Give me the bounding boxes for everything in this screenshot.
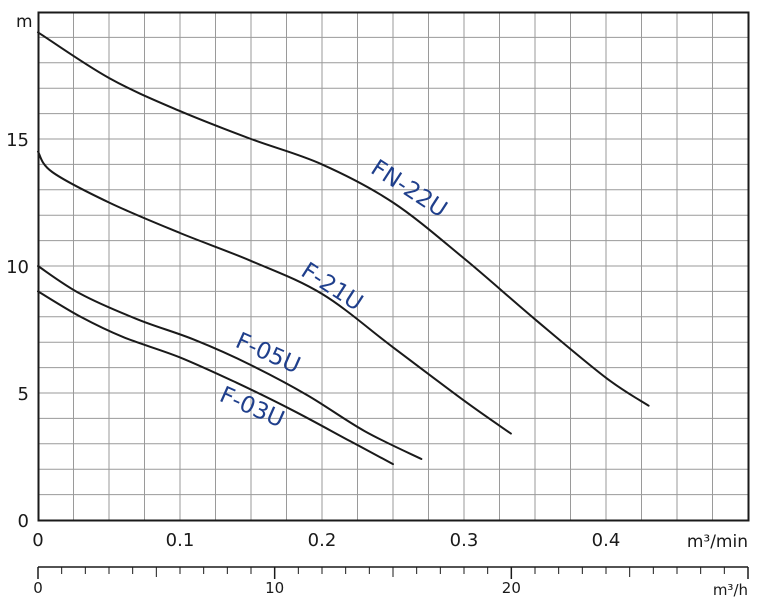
y-tick-label: 10	[6, 257, 29, 278]
curve-f-03u	[37, 290, 394, 466]
x-tick-label: 0.2	[308, 530, 337, 551]
secondary-x-axis: 0 10 20	[33, 566, 749, 597]
curve-f-21u	[37, 150, 512, 435]
curve-fn-22u	[37, 31, 650, 407]
x-axis-unit-label: m³/min	[687, 532, 748, 552]
x-tick-label: 0.3	[450, 530, 479, 551]
secondary-x-axis-unit-label: m³/h	[713, 581, 748, 599]
y-tick-label: 5	[18, 384, 29, 405]
curve-f-05u	[37, 265, 423, 460]
x-tick-label: 0.1	[166, 530, 195, 551]
x-tick-label: 0	[32, 530, 43, 551]
secondary-x-tick-label: 10	[265, 579, 284, 597]
performance-curves	[37, 31, 650, 466]
y-tick-label: 0	[18, 511, 29, 532]
y-axis-ticks: 0 5 10 15	[6, 130, 29, 532]
grid-lines	[38, 12, 748, 520]
x-axis-ticks: 0 0.1 0.2 0.3 0.4	[32, 530, 620, 551]
secondary-x-tick-label: 0	[33, 579, 43, 597]
x-tick-label: 0.4	[592, 530, 621, 551]
y-tick-label: 15	[6, 130, 29, 151]
secondary-x-tick-label: 20	[502, 579, 521, 597]
y-axis-unit-label: m	[16, 12, 33, 32]
